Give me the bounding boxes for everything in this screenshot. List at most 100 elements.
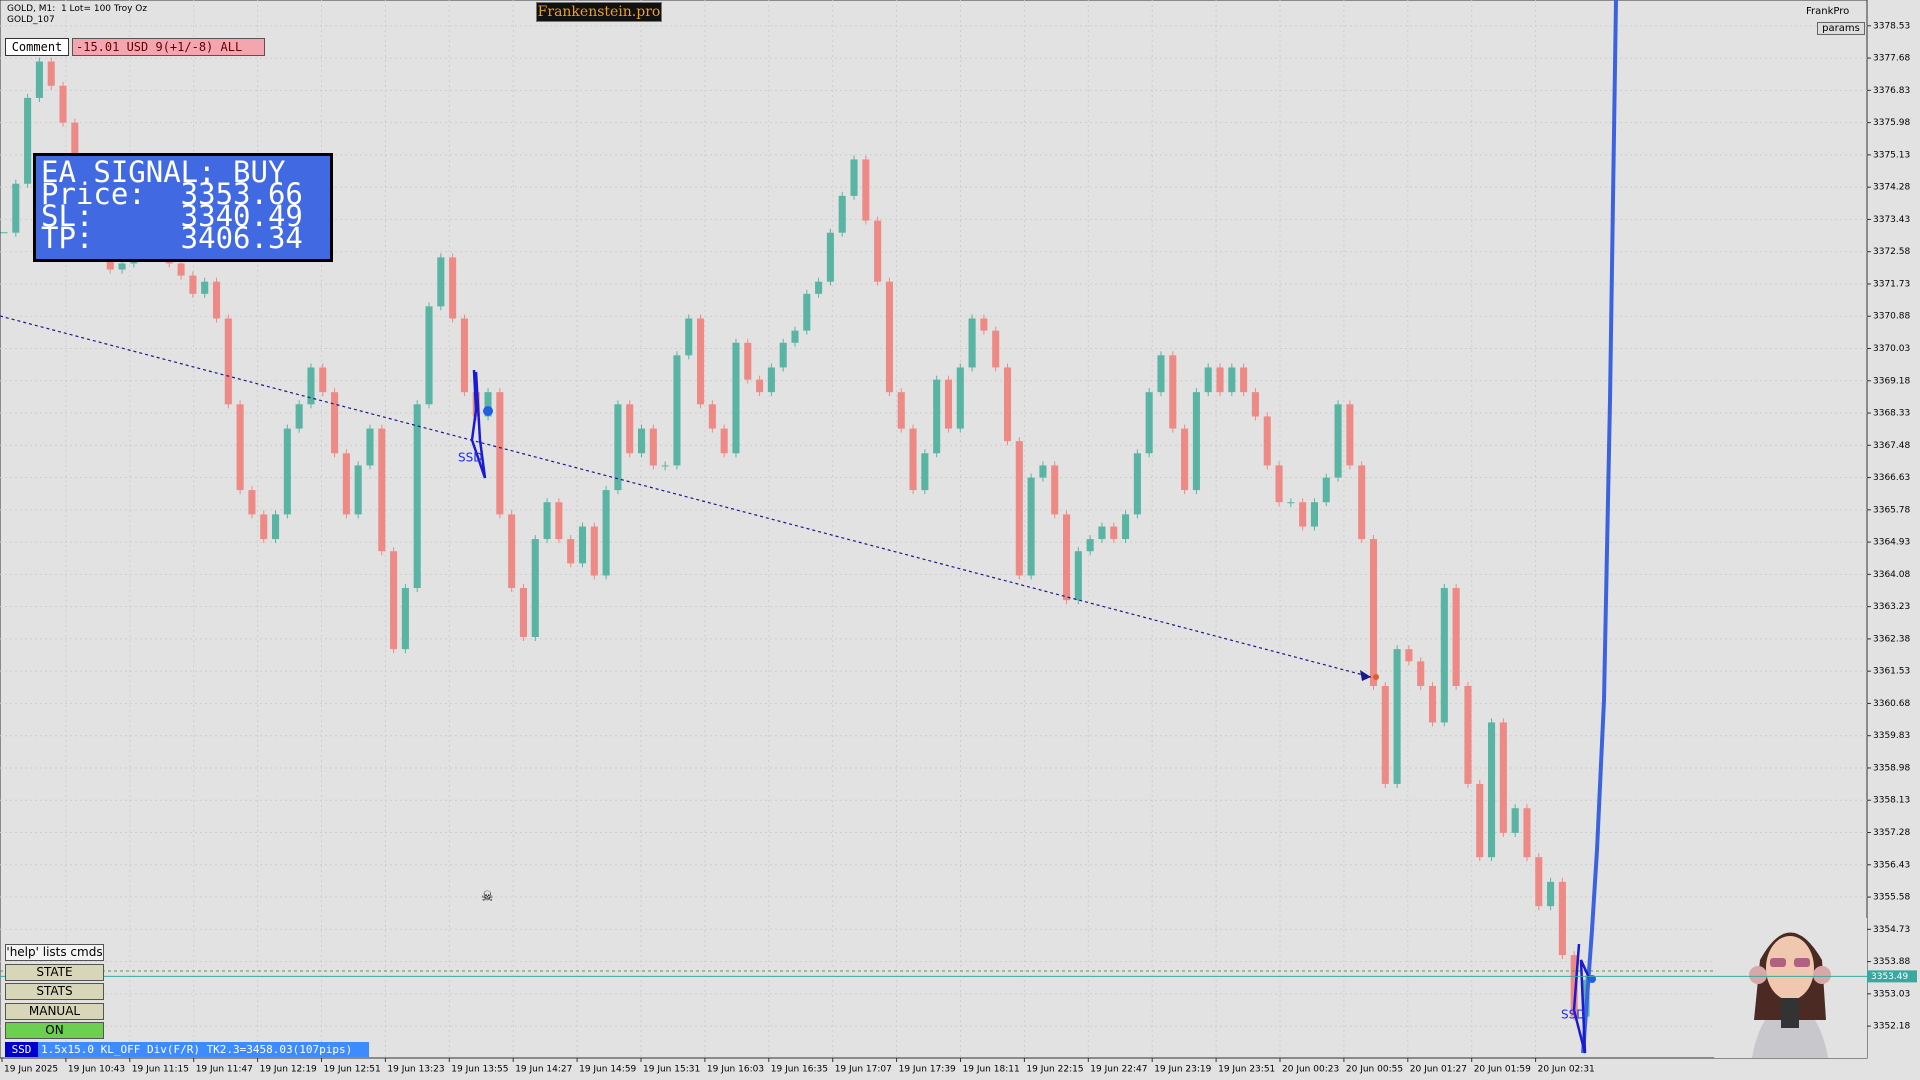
candle <box>331 392 339 454</box>
candle <box>1169 355 1177 429</box>
x-tick-label: 20 Jun 01:59 <box>1474 1065 1531 1075</box>
candle <box>401 588 409 650</box>
candle <box>1358 465 1366 540</box>
candle <box>874 220 882 282</box>
y-tick-label: 3378.53 <box>1873 21 1910 31</box>
y-tick-label: 3358.98 <box>1873 763 1910 773</box>
y-tick-label: 3375.13 <box>1873 150 1910 160</box>
status-tag: SSD <box>5 1042 38 1057</box>
params-button[interactable]: params <box>1817 22 1865 35</box>
candle <box>189 275 197 294</box>
candle <box>909 428 917 491</box>
candle <box>543 502 551 540</box>
signal-line: TP: 3406.34 <box>41 221 303 255</box>
x-tick-label: 19 Jun 15:31 <box>643 1065 700 1075</box>
candle <box>732 342 740 454</box>
brand: Frankenstein.pro <box>536 2 662 22</box>
x-tick-label: 19 Jun 2025 <box>4 1065 58 1075</box>
candle <box>685 318 693 356</box>
y-tick-label: 3375.98 <box>1873 118 1910 128</box>
candle <box>968 318 976 368</box>
candle <box>1428 685 1437 723</box>
candle <box>956 367 964 429</box>
x-tick-label: 20 Jun 02:31 <box>1538 1065 1595 1075</box>
x-tick-label: 19 Jun 16:35 <box>771 1065 828 1075</box>
candle <box>508 514 516 589</box>
candle <box>1464 685 1472 784</box>
x-tick-label: 19 Jun 18:11 <box>963 1065 1020 1075</box>
y-tick-label: 3363.23 <box>1873 602 1910 612</box>
x-tick-label: 19 Jun 14:27 <box>515 1065 572 1075</box>
signal-line: SL: 3340.49 <box>41 199 303 233</box>
candle <box>673 355 681 466</box>
y-tick-label: 3370.03 <box>1873 344 1910 354</box>
current-price-tag <box>1867 970 1917 983</box>
x-tick-label: 19 Jun 13:55 <box>451 1065 508 1075</box>
candle <box>815 281 823 294</box>
candle <box>531 539 539 638</box>
candle <box>1039 465 1047 478</box>
candle <box>1334 404 1342 478</box>
x-tick-label: 20 Jun 01:27 <box>1410 1065 1467 1075</box>
candle <box>1322 477 1330 503</box>
candle <box>1086 539 1094 552</box>
ssd-path <box>470 369 487 479</box>
candle <box>0 232 8 234</box>
ssd-dot <box>483 406 493 416</box>
candle <box>212 281 221 319</box>
avatar <box>1714 918 1867 1058</box>
candle <box>944 379 953 429</box>
control-button[interactable]: 'help' lists cmds <box>5 944 104 961</box>
candle <box>1476 783 1484 858</box>
candle <box>756 379 764 393</box>
account-info: GOLD_107 <box>7 15 55 25</box>
candle <box>1393 649 1401 784</box>
candle <box>1570 955 1578 1017</box>
candle <box>826 232 834 282</box>
candle <box>1558 881 1566 956</box>
trend-arrow <box>1360 670 1371 681</box>
candle <box>661 465 669 467</box>
candle <box>248 490 256 515</box>
x-tick-label: 19 Jun 22:15 <box>1026 1065 1083 1075</box>
x-tick-label: 19 Jun 12:51 <box>324 1065 381 1075</box>
control-button[interactable]: STATS <box>5 983 104 1000</box>
candle <box>862 159 870 221</box>
projection-line <box>1581 0 1618 1054</box>
trend-point <box>1373 674 1379 680</box>
candle <box>496 392 504 515</box>
control-button[interactable]: ON <box>5 1022 104 1039</box>
ssd-path <box>1572 943 1592 1054</box>
candle <box>921 453 929 491</box>
candle <box>567 539 575 564</box>
skull-marker: ☠ <box>481 889 494 905</box>
control-button[interactable]: MANUAL <box>5 1003 104 1020</box>
candle <box>1287 502 1295 504</box>
y-tick-label: 3354.73 <box>1873 925 1910 935</box>
y-tick-label: 3369.18 <box>1873 376 1910 386</box>
candle <box>24 97 32 184</box>
candle <box>271 514 280 540</box>
y-tick-label: 3377.68 <box>1873 54 1910 64</box>
control-button[interactable]: STATE <box>5 964 104 981</box>
candle <box>1003 367 1012 442</box>
candle <box>1216 367 1224 393</box>
candle <box>1299 502 1307 527</box>
candle <box>437 257 445 307</box>
candle <box>1488 722 1496 858</box>
x-tick-label: 19 Jun 11:47 <box>196 1065 253 1075</box>
y-tick-label: 3376.83 <box>1873 86 1910 96</box>
candle <box>390 551 398 650</box>
candle <box>1015 441 1023 576</box>
y-tick-label: 3364.08 <box>1873 570 1910 580</box>
ssd-label: SSD <box>1561 1008 1585 1022</box>
candle <box>602 490 610 576</box>
y-tick-label: 3358.13 <box>1873 796 1910 806</box>
x-tick-label: 20 Jun 00:23 <box>1282 1065 1339 1075</box>
candle <box>425 306 433 405</box>
candle <box>885 281 893 393</box>
y-tick-label: 3372.58 <box>1873 247 1910 257</box>
x-tick-label: 20 Jun 00:55 <box>1346 1065 1403 1075</box>
candle <box>1381 685 1389 784</box>
